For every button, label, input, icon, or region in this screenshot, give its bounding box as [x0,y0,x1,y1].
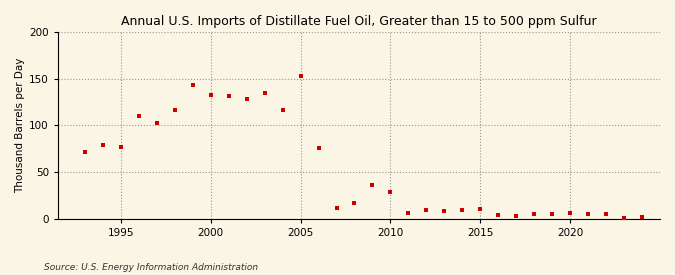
Point [151,120,162,125]
Point [457,207,468,212]
Point [295,74,306,78]
Point [421,207,432,212]
Point [583,212,593,216]
Point [115,145,126,149]
Point [565,211,576,216]
Point [169,108,180,113]
Point [313,146,324,150]
Point [529,212,539,216]
Point [259,90,270,95]
Point [385,190,396,194]
Point [367,183,378,188]
Point [223,94,234,99]
Point [241,97,252,101]
Point [349,201,360,205]
Point [134,114,144,118]
Point [547,212,558,216]
Point [619,216,630,220]
Point [439,208,450,213]
Point [80,149,90,154]
Point [475,207,486,211]
Point [601,212,612,216]
Point [403,211,414,216]
Point [97,143,108,147]
Point [493,213,504,218]
Point [205,92,216,97]
Point [277,107,288,112]
Text: Source: U.S. Energy Information Administration: Source: U.S. Energy Information Administ… [44,263,258,272]
Title: Annual U.S. Imports of Distillate Fuel Oil, Greater than 15 to 500 ppm Sulfur: Annual U.S. Imports of Distillate Fuel O… [121,15,597,28]
Point [188,83,198,87]
Y-axis label: Thousand Barrels per Day: Thousand Barrels per Day [15,58,25,193]
Point [511,214,522,218]
Point [331,205,342,210]
Point [637,215,647,219]
